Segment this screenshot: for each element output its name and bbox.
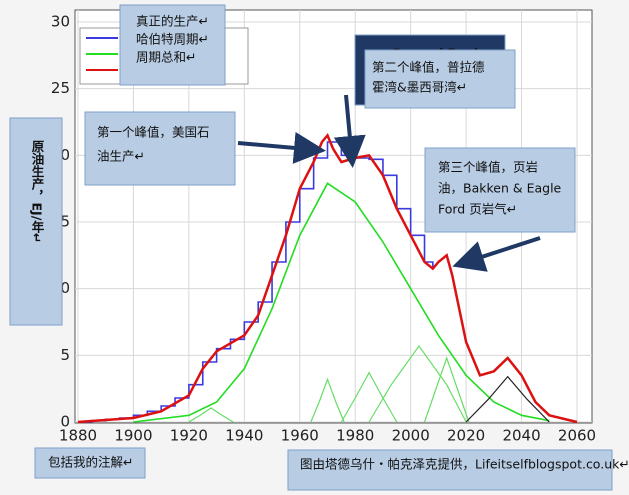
y-tick-label: 25 bbox=[51, 79, 70, 97]
cycle-line bbox=[465, 375, 550, 423]
cycle-line bbox=[340, 371, 398, 423]
x-tick-label: 2060 bbox=[558, 427, 596, 445]
x-tick-label: 1920 bbox=[170, 427, 208, 445]
annotation-text: 周期总和↵ bbox=[136, 50, 196, 65]
annotation-box bbox=[9, 117, 63, 326]
annotation-box bbox=[364, 49, 516, 109]
annotation-text: 油，Bakken & Eagle bbox=[438, 181, 562, 196]
annotation-text: 霍湾&墨西哥湾↵ bbox=[372, 80, 467, 95]
annotation-text: 哈伯特周期↵ bbox=[136, 32, 209, 47]
x-tick-label: 1900 bbox=[114, 427, 152, 445]
annotation-box bbox=[119, 4, 226, 86]
arrow bbox=[452, 236, 541, 272]
cycle-line bbox=[423, 356, 470, 423]
x-tick-label: 2040 bbox=[502, 427, 540, 445]
cycle-line bbox=[310, 377, 345, 423]
x-tick-label: 1960 bbox=[281, 427, 319, 445]
x-tick-label: 2020 bbox=[447, 427, 485, 445]
arrow bbox=[333, 94, 366, 168]
annotation-text: 第一个峰值，美国石 bbox=[97, 125, 210, 140]
annotation-text: 第三个峰值，页岩 bbox=[438, 160, 538, 175]
annotation-box bbox=[34, 447, 146, 479]
arrow bbox=[237, 131, 326, 164]
y-tick-label: 0 bbox=[60, 413, 70, 431]
annotation-text: Ford 页岩气↵ bbox=[438, 202, 517, 217]
annotation-text: 第二个峰值，普拉德 bbox=[372, 60, 485, 75]
cycle-line bbox=[188, 407, 234, 423]
x-tick-label: 1880 bbox=[59, 427, 97, 445]
annotation-text: 图由塔德乌什・帕克泽克提供，Lifeitselfblogspot.co.uk↵ bbox=[300, 457, 629, 472]
annotation-text: 油生产↵ bbox=[97, 149, 145, 164]
x-tick-label: 2000 bbox=[392, 427, 430, 445]
x-tick-label: 1940 bbox=[225, 427, 263, 445]
annotation-text: 包括我的注解↵ bbox=[48, 455, 133, 470]
annotation-box bbox=[424, 147, 576, 233]
axis-label: 原油生产，EJ/年↵ bbox=[30, 140, 45, 243]
y-tick-label: 5 bbox=[60, 346, 70, 364]
annotation-box bbox=[287, 449, 613, 491]
series-line bbox=[133, 182, 550, 423]
y-tick-label: 30 bbox=[51, 13, 70, 31]
x-tick-label: 1980 bbox=[336, 427, 374, 445]
cycle-line bbox=[368, 344, 467, 423]
annotation-text: 真正的生产↵ bbox=[136, 14, 209, 29]
annotation-box bbox=[84, 111, 236, 186]
